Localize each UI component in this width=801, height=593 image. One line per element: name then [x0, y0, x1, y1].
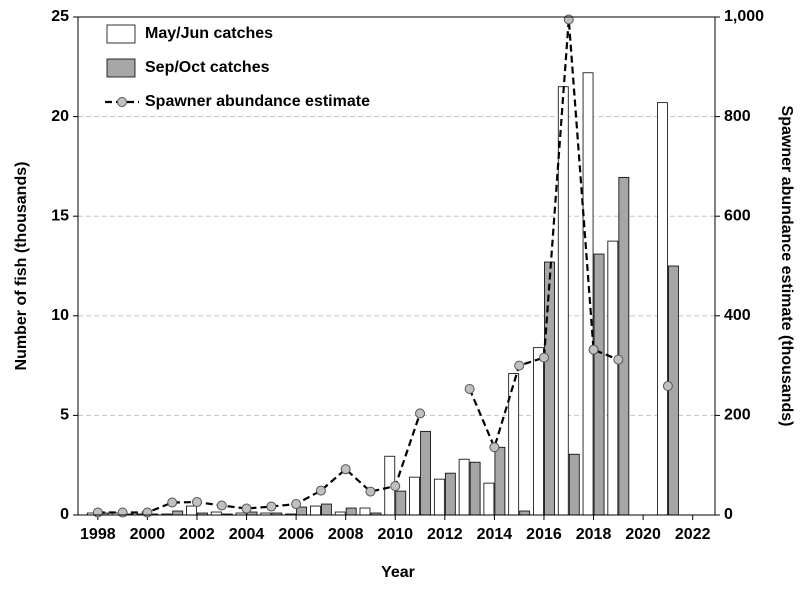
bar	[618, 176, 630, 516]
legend-swatch	[106, 58, 136, 78]
bar	[533, 347, 544, 516]
series-marker	[340, 464, 351, 475]
series-marker	[167, 497, 178, 508]
x-tick-label: 2012	[427, 526, 463, 543]
series-marker	[191, 497, 202, 508]
y2-axis-title: Spawner abundance estimate (thousands)	[778, 106, 795, 427]
series-marker	[117, 507, 128, 518]
bar	[494, 446, 506, 516]
bar	[395, 490, 407, 516]
bar	[433, 478, 445, 516]
x-tick-label: 2018	[576, 526, 612, 543]
series-marker	[489, 442, 500, 453]
y2-tick-label: 200	[724, 407, 751, 424]
bar	[186, 505, 197, 516]
series-marker	[415, 408, 426, 419]
series-marker	[365, 486, 376, 497]
bar	[557, 86, 569, 516]
x-tick-label: 2006	[278, 526, 314, 543]
x-tick-label: 2014	[477, 526, 513, 543]
y2-tick-label: 1,000	[724, 8, 764, 25]
series-marker	[563, 14, 574, 25]
y-axis-title: Number of fish (thousands)	[13, 162, 30, 371]
bar	[359, 507, 371, 516]
bar	[519, 510, 531, 516]
x-tick-label: 2000	[130, 526, 166, 543]
series-marker	[142, 507, 153, 518]
bar	[444, 472, 456, 516]
bar	[607, 240, 619, 516]
legend-label: May/Jun catches	[145, 25, 273, 42]
bar	[469, 461, 481, 516]
bar	[310, 505, 321, 516]
series-marker	[538, 352, 549, 363]
bar	[508, 373, 520, 516]
y2-tick-label: 600	[724, 207, 751, 224]
series-marker	[241, 503, 252, 514]
y-tick-label: 25	[51, 8, 69, 25]
legend-swatch	[106, 24, 136, 44]
legend-marker	[117, 97, 127, 107]
series-marker	[266, 501, 277, 512]
bar	[420, 430, 431, 516]
x-axis-title: Year	[381, 564, 415, 581]
series-marker	[216, 500, 227, 511]
x-tick-label: 2004	[229, 526, 265, 543]
y-tick-label: 10	[51, 307, 69, 324]
series-marker	[514, 360, 525, 371]
series-marker	[662, 381, 673, 392]
y2-tick-label: 800	[724, 108, 751, 125]
bar	[568, 453, 580, 516]
y2-tick-label: 400	[724, 307, 751, 324]
y-tick-label: 20	[51, 108, 69, 125]
series-marker	[464, 384, 475, 395]
bar	[593, 253, 605, 516]
y2-tick-label: 0	[724, 506, 733, 523]
bar	[582, 72, 594, 516]
x-tick-label: 2022	[675, 526, 711, 543]
x-tick-label: 1998	[80, 526, 116, 543]
series-marker	[92, 507, 103, 518]
legend-label: Spawner abundance estimate	[145, 93, 370, 110]
bar	[345, 507, 357, 516]
series-marker	[390, 481, 401, 492]
series-marker	[613, 354, 624, 365]
bar	[458, 458, 470, 516]
x-tick-label: 2002	[179, 526, 215, 543]
series-marker	[291, 499, 302, 510]
x-tick-label: 2016	[526, 526, 562, 543]
series-marker	[588, 344, 599, 355]
bar	[483, 482, 495, 516]
y-tick-label: 0	[60, 506, 69, 523]
legend-label: Sep/Oct catches	[145, 59, 270, 76]
bar	[172, 510, 184, 516]
bar	[657, 102, 668, 516]
y-tick-label: 15	[51, 207, 69, 224]
plot-frame	[77, 16, 716, 516]
y-tick-label: 5	[60, 407, 69, 424]
bar	[321, 503, 332, 516]
bar	[544, 261, 555, 516]
bar	[409, 476, 420, 516]
x-tick-label: 2008	[328, 526, 364, 543]
x-tick-label: 2020	[625, 526, 661, 543]
x-tick-label: 2010	[377, 526, 413, 543]
series-marker	[315, 485, 326, 496]
